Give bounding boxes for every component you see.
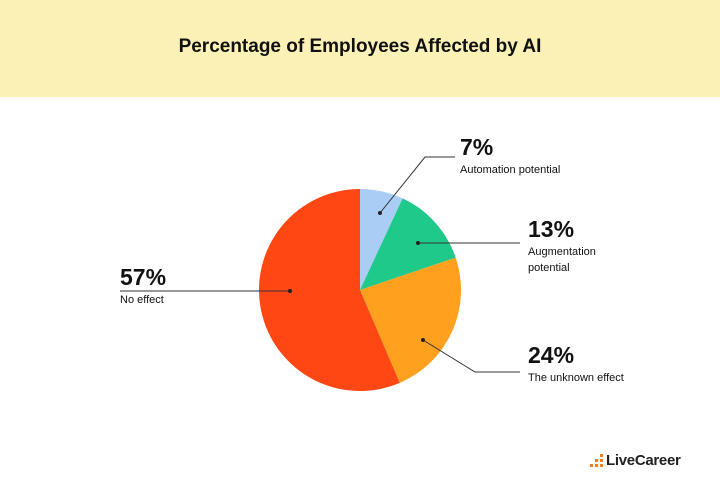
- header-band: [0, 0, 720, 97]
- leader-line: [379, 156, 455, 214]
- value-label: 24%: [528, 342, 575, 368]
- pie-slice: [360, 257, 461, 383]
- category-label: Augmentation potential: [528, 246, 596, 274]
- category-label: No effect: [120, 294, 164, 306]
- leader-dot: [378, 211, 382, 215]
- value-label: 13%: [528, 216, 575, 242]
- leader-dot: [416, 241, 420, 245]
- chart-title: Percentage of Employees Affected by AI: [178, 36, 542, 57]
- slice-label: 24% The unknown effect: [528, 342, 678, 386]
- leader-dot: [421, 338, 425, 342]
- slice-label: 13% Augmentation potential: [528, 216, 628, 276]
- category-label: The unknown effect: [528, 372, 624, 384]
- leader-dot: [288, 289, 292, 293]
- category-label: Automation potential: [460, 164, 561, 176]
- brand-logo: LiveCareer: [606, 452, 681, 469]
- value-label: 7%: [460, 134, 494, 160]
- pie-slice: [360, 189, 403, 290]
- pie-slice: [360, 198, 456, 290]
- value-label: 57%: [120, 264, 167, 290]
- slice-label: 7% Automation potential: [460, 134, 630, 178]
- slice-label: 57% No effect: [120, 264, 240, 308]
- brand-icon: [590, 454, 603, 467]
- pie-slice: [258, 189, 400, 392]
- leader-line: [422, 339, 520, 373]
